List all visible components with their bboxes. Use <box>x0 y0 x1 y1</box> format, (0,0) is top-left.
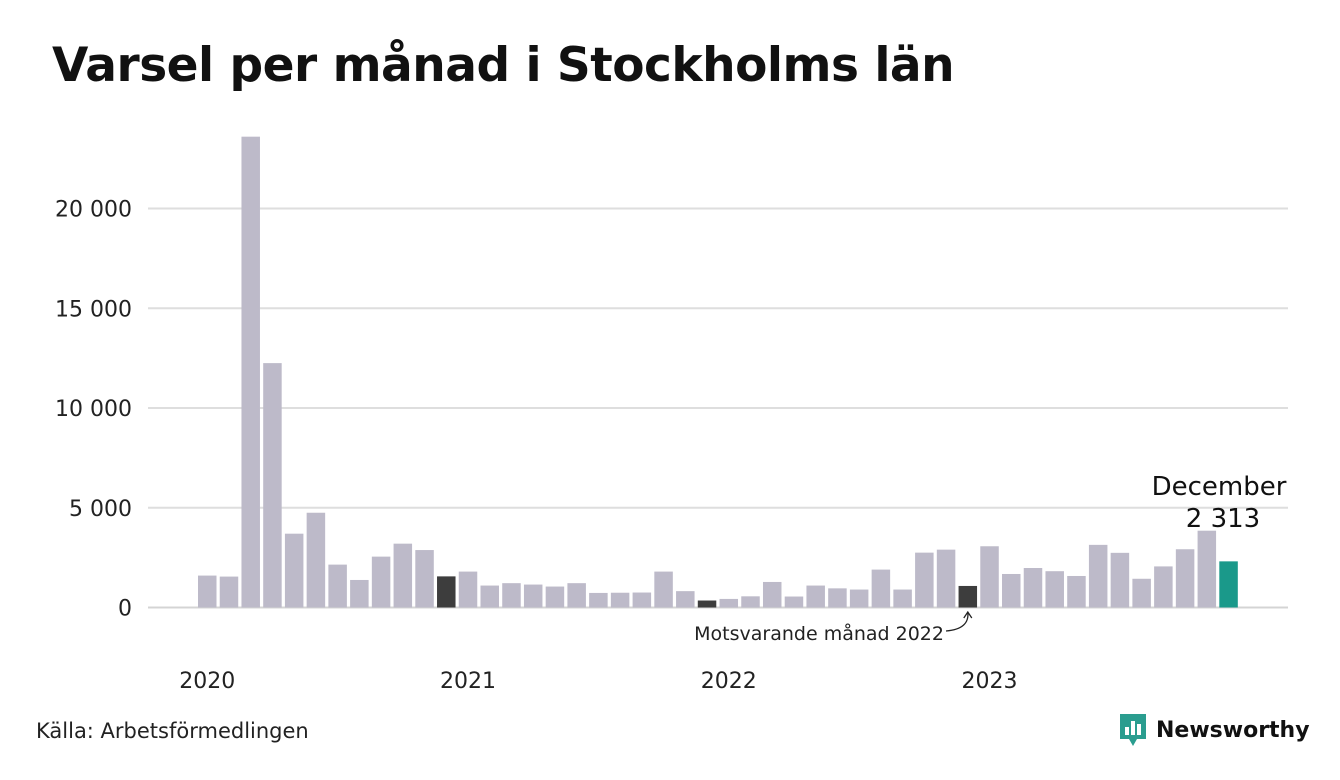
x-tick-label: 2020 <box>179 669 235 694</box>
bar-2020-03 <box>241 136 260 608</box>
bar-2020-05 <box>284 533 304 608</box>
y-tick-label: 0 <box>118 597 132 622</box>
bar-2022-08 <box>871 569 891 608</box>
x-tick-label: 2023 <box>962 669 1018 694</box>
y-tick-label: 5 000 <box>69 497 132 522</box>
x-tick-label: 2022 <box>701 669 757 694</box>
bar-2022-05 <box>806 585 825 608</box>
bar-2023-02 <box>1002 573 1021 608</box>
bar-2021-10 <box>654 571 673 608</box>
y-tick-label: 10 000 <box>55 397 132 422</box>
bar-2022-09 <box>893 589 912 608</box>
bar-2021-08 <box>610 592 630 608</box>
bar-2021-11 <box>676 591 695 608</box>
bar-2021-07 <box>589 592 608 608</box>
y-axis-labels: 0 5 000 10 000 15 000 20 000 <box>55 198 132 622</box>
y-tick-label: 20 000 <box>55 198 132 223</box>
bar-2023-07 <box>1110 552 1130 608</box>
bar-2021-04 <box>523 584 543 608</box>
bar-2020-09 <box>371 556 391 608</box>
annotations: December 2 313 Motsvarande månad 2022 <box>694 472 1287 645</box>
bar-2023-05 <box>1067 575 1086 608</box>
bar-2022-06 <box>828 588 847 608</box>
y-tick-label: 15 000 <box>55 297 132 322</box>
bar-2022-11 <box>936 549 956 608</box>
comparison-label: Motsvarande månad 2022 <box>694 622 944 645</box>
current-value-label: 2 313 <box>1186 504 1260 534</box>
current-month-label: December <box>1152 472 1287 502</box>
bar-2020-08 <box>350 579 369 608</box>
bar-2023-12 <box>1219 561 1238 608</box>
bar-2021-12 <box>697 600 717 608</box>
bar-2023-01 <box>980 546 999 608</box>
bar-2023-08 <box>1132 578 1151 608</box>
bar-2020-01 <box>198 575 217 608</box>
bar-2020-04 <box>263 363 282 608</box>
bar-2023-11 <box>1197 530 1217 608</box>
bars <box>198 136 1238 608</box>
bar-2021-01 <box>458 571 478 608</box>
bar-2023-06 <box>1088 544 1108 608</box>
source-note: Källa: Arbetsförmedlingen <box>36 719 309 743</box>
bar-2020-12 <box>437 576 456 608</box>
bar-2022-03 <box>762 581 782 608</box>
bar-2020-11 <box>415 550 434 608</box>
bar-2021-02 <box>480 585 499 608</box>
chart-title: Varsel per månad i Stockholms län <box>52 38 955 93</box>
bar-2022-04 <box>784 596 804 608</box>
bar-2021-05 <box>545 586 565 608</box>
bar-2022-02 <box>741 596 760 608</box>
bar-2021-09 <box>632 592 652 608</box>
comparison-arrow <box>945 611 969 632</box>
bar-2021-06 <box>567 583 586 608</box>
bar-2022-01 <box>719 598 739 608</box>
bar-2022-07 <box>849 589 869 608</box>
brand-logo: Newsworthy <box>1118 712 1310 748</box>
bar-2022-12 <box>958 585 978 608</box>
bar-2023-10 <box>1175 549 1195 608</box>
comparison-arrowhead <box>963 610 973 619</box>
bar-2023-04 <box>1045 571 1064 608</box>
x-axis-labels: 2020 2021 2022 2023 <box>179 669 1017 694</box>
bar-2021-03 <box>502 583 521 608</box>
bar-2020-02 <box>219 576 239 608</box>
brand-name: Newsworthy <box>1156 717 1310 743</box>
bar-2023-03 <box>1023 567 1043 608</box>
bar-2022-10 <box>915 552 934 608</box>
bar-chart-speech-icon <box>1120 714 1146 746</box>
bar-2023-09 <box>1154 566 1173 608</box>
x-tick-label: 2021 <box>440 669 496 694</box>
bar-2020-10 <box>393 543 413 608</box>
bar-2020-07 <box>328 564 347 608</box>
bar-2020-06 <box>306 512 326 608</box>
